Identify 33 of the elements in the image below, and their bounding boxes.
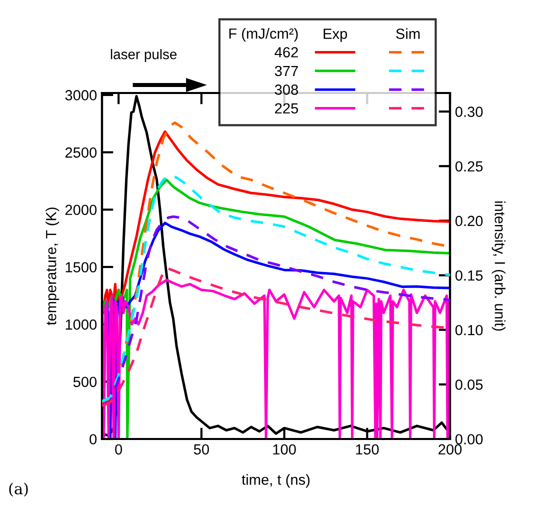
y-tick-label: 0 [90,434,97,444]
y2-tick-label: 0.15 [455,270,483,281]
y2-tick-label: 0.10 [455,324,483,336]
line-series [102,174,450,402]
x-tick-label: 200 [438,444,462,455]
y2-tick-label: 0.20 [455,216,483,226]
x-tick-label: 150 [356,444,379,455]
y-tick-label: 1000 [66,319,97,330]
legend-label: 462 [274,47,298,58]
y2-tick-label: 0.25 [455,161,483,172]
y2-axis-title: intensity, I (arb. unit) [492,201,506,331]
text: Exp [324,28,348,42]
y2-tick-label: 0.05 [455,380,483,390]
legend-label: 225 [275,103,298,114]
x-tick-label: 50 [194,444,209,455]
y-tick-label: 500 [73,376,97,388]
x-axis-title: time, t (ns) [242,474,310,488]
text: Sim [396,28,420,39]
x-tick-label: 0 [115,444,122,455]
text: laser pulse [110,49,177,62]
legend-title: F (mJ/cm²) [229,28,298,42]
legend-label: 308 [274,84,298,95]
y-tick-label: 3000 [65,90,97,100]
y-tick-label: 2500 [65,147,97,158]
legend-label: 377 [274,66,298,76]
y-tick-label: 1500 [66,262,97,272]
x-tick-label: 100 [273,444,296,455]
y2-tick-label: 0.30 [455,106,483,117]
text: (a) [9,482,28,497]
y-axis-title: temperature, T (K) [46,208,60,326]
line-series [102,215,450,406]
y2-tick-label: 0.00 [455,434,483,444]
y-tick-label: 2000 [65,204,97,216]
